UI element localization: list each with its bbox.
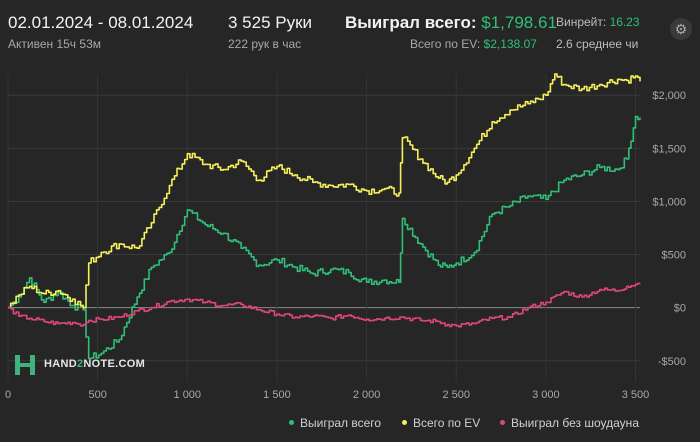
y-tick-label: $1,000 [652,196,686,208]
ev-total-value: $2,138.07 [483,37,537,51]
won-total-value: $1,798.61 [481,13,557,32]
legend-dot-ev [402,420,407,426]
ev-total: Всего по EV: $2,138.07 [410,37,537,51]
legend-dot-won [289,420,294,426]
legend-dot-no-showdown [500,420,505,426]
hands-per-hour: 222 рук в час [228,37,302,51]
settings-button[interactable]: ⚙ [670,18,692,40]
y-tick-label: -$500 [658,356,686,368]
hand2note-logo-mark [15,355,35,375]
ev-total-label: Всего по EV: [410,37,481,51]
winrate-label: Винрейт: [556,15,607,29]
x-tick-label: 1 500 [263,389,291,401]
legend-item-no-showdown[interactable]: Выиграл без шоудауна [500,416,639,430]
series-line-no-showdown [8,282,641,328]
x-tick-label: 2 000 [353,389,381,401]
stats-header: 02.01.2024 - 08.01.2024 Активен 15ч 53м … [0,0,700,60]
won-total: Выиграл всего: $1,798.61 [345,13,557,33]
x-tick-label: 3 000 [532,389,560,401]
winrate: Винрейт: 16.23 [556,15,640,29]
x-tick-label: 2 500 [442,389,470,401]
x-tick-label: 3 500 [622,389,650,401]
date-range: 02.01.2024 - 08.01.2024 [8,13,194,32]
winrate-value: 16.23 [609,15,640,29]
won-total-label: Выиграл всего: [345,13,477,32]
x-tick-label: 0 [5,389,11,401]
profit-graph: -$500 $0 $500 $1,000 $1,500 $2,000 0 500 1 000 1 … [5,73,686,401]
series-line-ev [8,73,641,309]
x-tick-label: 500 [88,389,106,401]
average-text: 2.6 среднее чи [556,37,639,51]
y-tick-label: $1,500 [652,143,686,155]
y-tick-label: $2,000 [652,90,686,102]
gear-icon: ⚙ [674,21,688,37]
series-line-won [8,115,641,360]
chart-legend: Выиграл всего Всего по EV Выиграл без шо… [0,416,700,436]
hand2note-logo-text: HAND2NOTE.COM [44,358,146,370]
x-tick-label: 1 000 [174,389,202,401]
active-time: Активен 15ч 53м [8,37,101,51]
hands-count: 3 525 Руки [228,13,313,32]
legend-item-ev[interactable]: Всего по EV [402,416,480,430]
y-tick-label: $500 [662,250,686,262]
y-tick-label: $0 [674,303,686,315]
legend-item-won[interactable]: Выиграл всего [289,416,381,430]
